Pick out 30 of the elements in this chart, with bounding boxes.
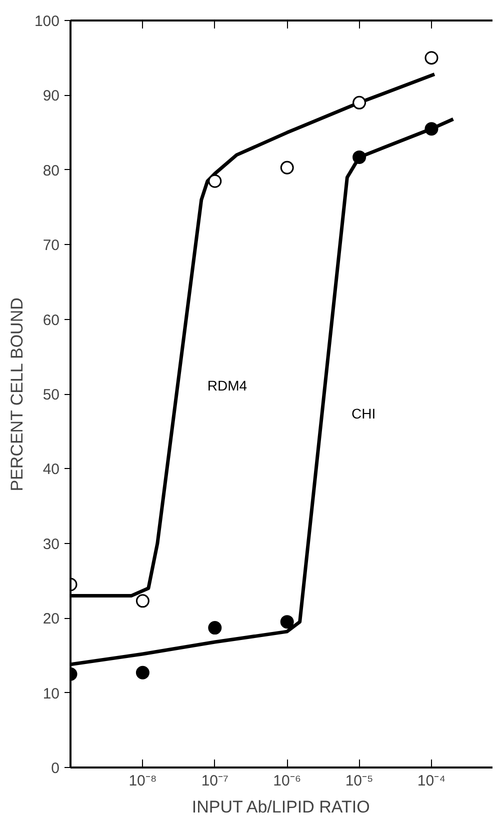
y-tick-label: 90 bbox=[42, 88, 60, 105]
point bbox=[136, 594, 150, 608]
y-tick-label: 100 bbox=[34, 13, 60, 30]
text: RDM4 bbox=[207, 378, 248, 394]
x-axis-title: INPUT Ab/LIPID RATIO bbox=[192, 798, 370, 816]
y-tick-label: 0 bbox=[51, 760, 60, 777]
y-tick-label: 60 bbox=[42, 312, 60, 329]
y-tick-label: 20 bbox=[42, 610, 60, 628]
y-tick-label: 80 bbox=[42, 162, 60, 180]
y-axis-title: PERCENT CELL BOUND bbox=[7, 298, 26, 492]
y-tick-label: 40 bbox=[42, 461, 60, 478]
point bbox=[352, 96, 366, 110]
y-tick-label: 30 bbox=[42, 536, 60, 553]
x-tick-label: 10⁻⁴ bbox=[417, 772, 446, 790]
x-tick-label: 10⁻⁶ bbox=[273, 772, 302, 790]
point bbox=[208, 621, 222, 635]
point bbox=[280, 160, 294, 174]
x-tick-label: 10⁻⁸ bbox=[128, 772, 157, 790]
point bbox=[136, 666, 150, 680]
point bbox=[352, 150, 366, 164]
y-tick-label: 10 bbox=[42, 685, 60, 702]
point bbox=[208, 174, 222, 188]
point bbox=[280, 615, 294, 629]
point bbox=[424, 122, 438, 136]
x-tick-label: 10⁻⁷ bbox=[201, 772, 228, 790]
point bbox=[424, 51, 438, 65]
y-tick-label: 70 bbox=[42, 237, 60, 254]
text: CHI bbox=[352, 406, 376, 422]
x-tick-label: 10⁻⁵ bbox=[345, 772, 374, 790]
y-tick-label: 50 bbox=[42, 386, 60, 404]
